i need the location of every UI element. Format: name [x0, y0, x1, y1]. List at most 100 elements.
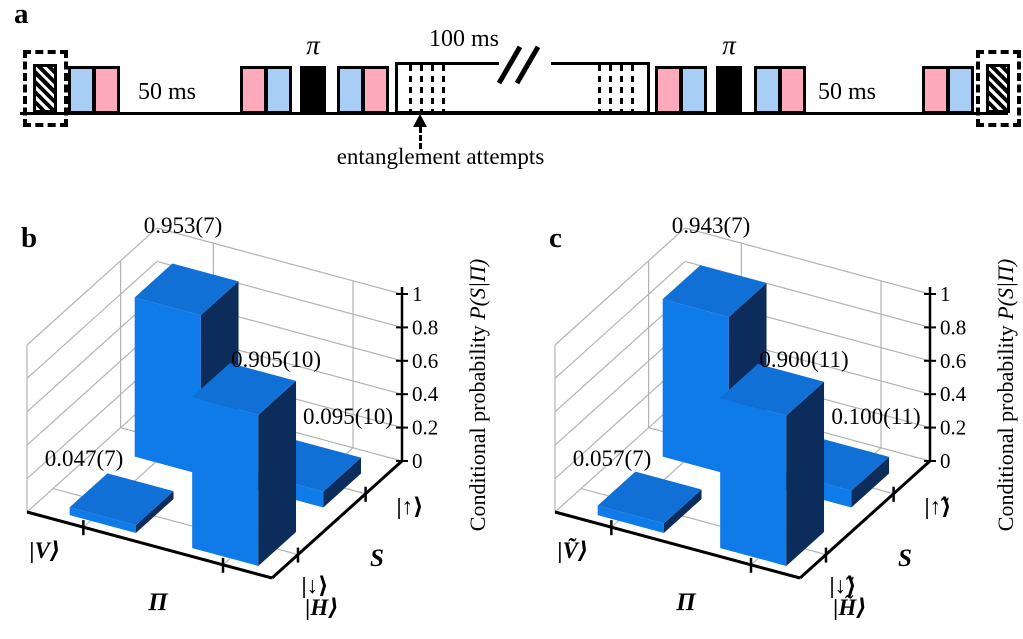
attempt-tick — [420, 65, 423, 111]
bar-top-face — [720, 363, 825, 416]
s-axis — [270, 459, 404, 580]
pulse-pair — [922, 66, 974, 114]
pi-pulse-right — [716, 66, 742, 114]
s-axis-title: S — [898, 545, 912, 572]
z-tick-label: 0.4 — [412, 382, 439, 406]
blue-pulse — [340, 69, 361, 111]
bar-side-face — [135, 491, 174, 533]
blue-pulse — [757, 69, 778, 111]
pulse-pair — [240, 66, 292, 114]
attempt-tick — [409, 65, 412, 111]
z-tick-label: 0.2 — [412, 416, 438, 440]
detection-dashed-box-right — [976, 50, 1021, 127]
annotation-arrow-icon — [413, 114, 427, 127]
z-tick-label: 1 — [412, 282, 423, 306]
panel-a-label: a — [14, 0, 29, 30]
pink-pulse — [243, 69, 264, 111]
pink-pulse — [925, 69, 946, 111]
pink-pulse — [658, 69, 679, 111]
pi-category-label: |H̃⟩ — [833, 595, 866, 620]
z-tick-label: 0 — [940, 449, 951, 473]
grid-line — [684, 227, 931, 295]
pink-pulse — [365, 69, 386, 111]
window-duration-label: 100 ms — [428, 26, 499, 52]
bar-value-label: 0.943(7) — [672, 213, 751, 238]
s-category-label: |↑⟩ — [396, 494, 423, 519]
pi-category-label: |H⟩ — [305, 595, 338, 620]
bar-value-label: 0.900(11) — [759, 347, 848, 372]
z-axis-title-text: Conditional probability P(S|Π) — [465, 259, 490, 531]
bar-front-face — [597, 505, 664, 533]
grid-line — [26, 227, 158, 346]
pulse-pair — [754, 66, 806, 114]
attempt-tick — [598, 65, 601, 111]
bar-front-face — [134, 297, 201, 475]
grid-line — [156, 227, 403, 295]
s-axis — [798, 459, 932, 580]
bar-front-face — [720, 397, 787, 566]
bar-side-face — [851, 456, 890, 508]
pink-pulse — [782, 69, 803, 111]
entanglement-attempts-annotation: entanglement attempts — [336, 144, 545, 169]
pulse-pair — [655, 66, 707, 114]
bar-value-label: 0.047(7) — [45, 446, 124, 471]
pi-axis — [554, 510, 801, 580]
bar-top-face — [69, 473, 174, 526]
bar-side-face — [786, 381, 825, 566]
z-tick-label: 1 — [940, 282, 951, 306]
blue-pulse — [71, 69, 92, 111]
s-category-label: |↑̃⟩ — [924, 494, 951, 519]
attempt-tick — [442, 65, 445, 111]
panel-label: b — [21, 222, 37, 254]
pi-axis-title: Π — [675, 589, 697, 616]
bar-top-face — [134, 263, 239, 316]
z-axis-title-text: Conditional probability P(S|Π) — [993, 259, 1018, 531]
pi-axis — [26, 510, 273, 580]
hatched-readout-pulse-right — [986, 64, 1010, 113]
z-tick-label: 0.4 — [940, 382, 967, 406]
bar-side-face — [663, 489, 702, 533]
bar-side-face — [323, 457, 362, 508]
pulse-pair — [68, 66, 120, 114]
chart-panel-c: 0.943(7) 0.100(11) 0.057(7) 0.900(11) 0 0.2 0.… — [549, 213, 1018, 620]
bar-value-label: 0.953(7) — [144, 213, 223, 238]
attempt-tick — [620, 65, 623, 111]
s-category-label: |↓⟩ — [301, 573, 328, 598]
z-axis-title: Conditional probability P(S|Π) — [465, 259, 490, 531]
detection-dashed-box-left — [23, 50, 68, 127]
z-axis-title: Conditional probability P(S|Π) — [993, 259, 1018, 531]
bar-top-face — [662, 265, 767, 317]
grid-line — [26, 260, 158, 379]
bar-top-face — [192, 363, 297, 415]
bar-value-label: 0.905(10) — [231, 347, 321, 372]
attempt-tick — [631, 65, 634, 111]
s-axis-title: S — [370, 545, 384, 572]
grid-line — [554, 227, 686, 346]
bar-value-label: 0.057(7) — [573, 446, 652, 471]
panel-label: c — [549, 222, 562, 254]
bar-top-face — [597, 471, 702, 524]
attempt-tick — [431, 65, 434, 111]
annotation-arrow-stem — [419, 127, 422, 149]
pi-pulse-left — [300, 66, 326, 114]
blue-pulse — [950, 69, 971, 111]
pulse-pair — [337, 66, 389, 114]
s-category-label: |↓̃⟩ — [829, 573, 856, 598]
bar-front-face — [662, 299, 729, 475]
bar-front-face — [192, 397, 259, 566]
pi-category-label: |Ṽ⟩ — [558, 538, 589, 563]
z-tick-label: 0.6 — [940, 349, 966, 373]
pi-axis-title: Π — [147, 589, 169, 616]
bar-front-face — [69, 507, 136, 533]
wait-label-left: 50 ms — [137, 79, 196, 105]
hatched-readout-pulse-left — [33, 64, 57, 113]
blue-pulse — [683, 69, 704, 111]
attempt-tick — [609, 65, 612, 111]
chart-panel-b: 0.953(7) 0.095(10) 0.047(7) 0.905(10) 0 0.2 0.… — [21, 213, 490, 620]
pi-pulse-label-right: π — [722, 30, 736, 60]
z-tick-label: 0.6 — [412, 349, 438, 373]
z-tick-label: 0.2 — [940, 416, 966, 440]
z-tick-label: 0.8 — [412, 315, 438, 339]
